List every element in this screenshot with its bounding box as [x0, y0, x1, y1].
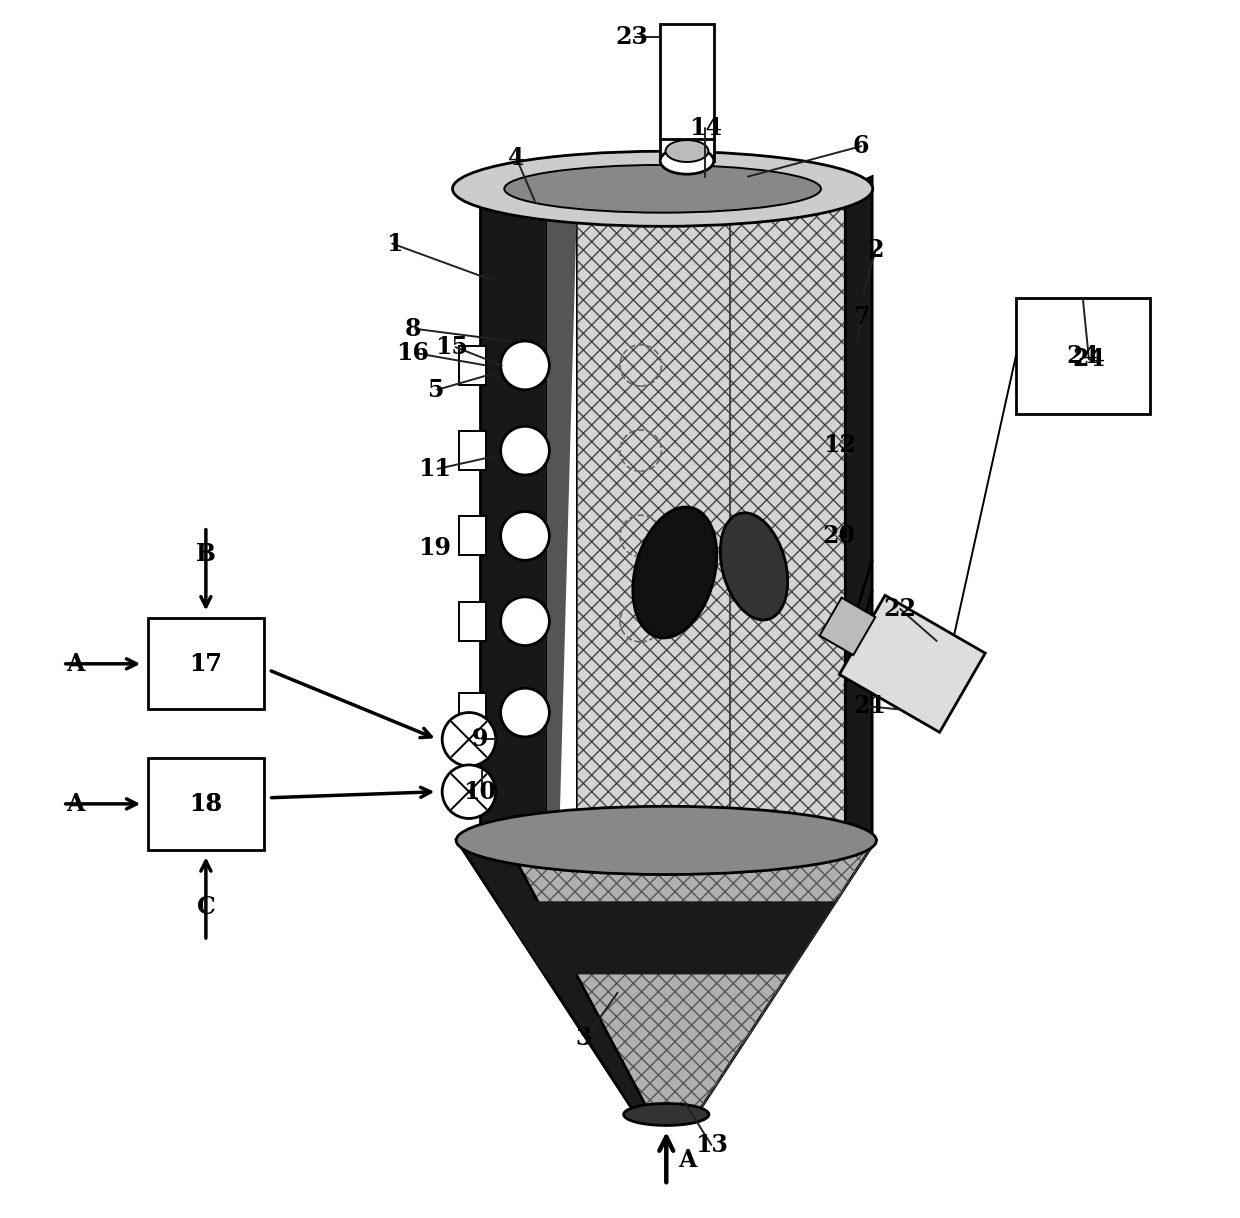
Ellipse shape: [453, 151, 873, 227]
Ellipse shape: [456, 806, 877, 875]
Text: A: A: [678, 1147, 696, 1172]
Text: 18: 18: [190, 792, 222, 816]
Bar: [459, 346, 486, 385]
Text: 21: 21: [853, 694, 887, 719]
Circle shape: [501, 426, 549, 475]
Text: 5: 5: [427, 378, 443, 402]
Text: 1: 1: [387, 231, 403, 256]
Text: 13: 13: [694, 1133, 728, 1157]
Polygon shape: [480, 189, 547, 840]
Text: 6: 6: [853, 134, 869, 158]
Ellipse shape: [624, 1104, 709, 1125]
Text: 8: 8: [404, 317, 422, 341]
Text: 18: 18: [190, 792, 222, 816]
Text: 9: 9: [471, 727, 489, 752]
Ellipse shape: [505, 164, 821, 213]
Bar: [820, 598, 875, 655]
Text: C: C: [196, 895, 216, 920]
Bar: [148, 619, 264, 709]
Ellipse shape: [632, 507, 717, 638]
Bar: [459, 693, 486, 732]
Circle shape: [443, 713, 496, 766]
Text: A: A: [67, 792, 84, 816]
Text: 3: 3: [575, 1026, 591, 1050]
Text: 24: 24: [1066, 345, 1100, 368]
Circle shape: [501, 597, 549, 646]
Polygon shape: [846, 177, 872, 840]
Polygon shape: [456, 840, 651, 1114]
Text: 10: 10: [464, 780, 496, 804]
Text: 14: 14: [688, 116, 722, 140]
Bar: [148, 758, 264, 850]
Ellipse shape: [666, 140, 708, 162]
Bar: [459, 602, 486, 641]
Ellipse shape: [660, 147, 714, 174]
Bar: [459, 516, 486, 555]
Text: 7: 7: [853, 304, 869, 329]
Text: B: B: [196, 542, 216, 566]
Polygon shape: [547, 189, 578, 840]
Text: 24: 24: [1073, 347, 1105, 371]
Polygon shape: [456, 840, 875, 1114]
Text: 2: 2: [868, 238, 884, 262]
Circle shape: [501, 512, 549, 560]
Text: 23: 23: [616, 24, 649, 49]
Text: 22: 22: [884, 597, 916, 621]
Bar: [1016, 298, 1149, 414]
Text: 17: 17: [190, 652, 222, 676]
Bar: [459, 431, 486, 470]
Text: 12: 12: [823, 432, 856, 457]
Text: 20: 20: [823, 524, 856, 548]
Text: 17: 17: [190, 652, 222, 676]
Text: 11: 11: [418, 457, 451, 481]
Polygon shape: [496, 901, 836, 974]
Bar: [660, 24, 714, 161]
Text: 16: 16: [397, 341, 429, 365]
Text: 15: 15: [435, 335, 469, 359]
Text: 4: 4: [508, 146, 525, 171]
Text: 19: 19: [418, 536, 451, 560]
Ellipse shape: [720, 513, 787, 620]
Polygon shape: [578, 189, 846, 840]
Bar: [839, 596, 986, 732]
Circle shape: [501, 688, 549, 737]
Text: A: A: [67, 652, 84, 676]
Circle shape: [443, 765, 496, 818]
Circle shape: [501, 341, 549, 390]
